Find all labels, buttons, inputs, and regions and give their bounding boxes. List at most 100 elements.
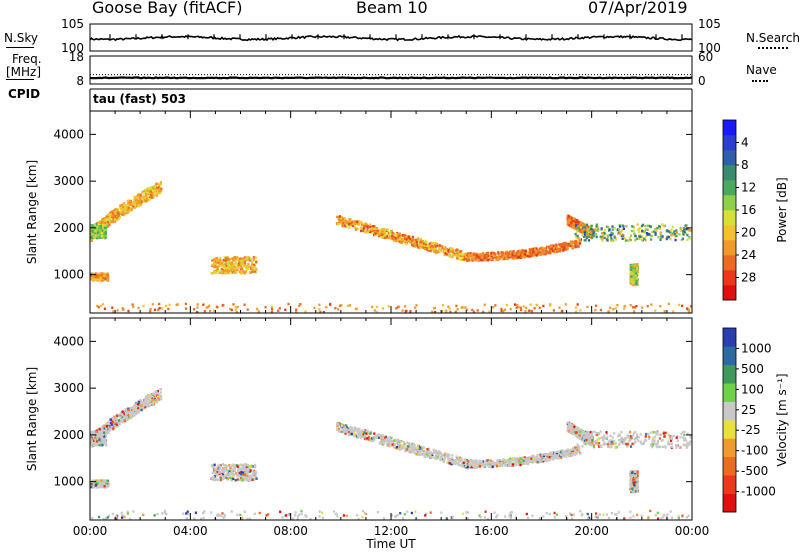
power-panel-point: [366, 228, 369, 231]
power-panel-point: [264, 306, 267, 309]
power-panel-point: [578, 240, 581, 243]
power-panel-point: [94, 229, 97, 232]
power-panel-point: [688, 237, 691, 240]
power-panel-point: [375, 231, 378, 234]
power-panel-point: [635, 263, 638, 266]
power-panel-point: [542, 248, 545, 251]
power-panel-point: [672, 233, 675, 237]
power-panel-point: [402, 234, 405, 237]
power-panel-point: [535, 304, 538, 307]
power-panel-point: [247, 256, 250, 259]
velocity-panel-point: [211, 477, 214, 480]
velocity-panel-point: [131, 406, 134, 409]
power-panel-point: [650, 238, 653, 241]
power-panel-point: [126, 208, 129, 212]
power-panel-point: [448, 252, 451, 256]
power-panel-point: [145, 193, 148, 196]
power-panel-point: [635, 267, 639, 270]
power-panel-point: [237, 259, 240, 262]
power-panel-point: [304, 310, 307, 313]
power-panel-point: [138, 201, 141, 205]
power-panel-point: [583, 225, 586, 229]
power-panel-point: [102, 227, 106, 231]
power-panel-point: [374, 229, 377, 233]
velocity-panel-point: [212, 478, 215, 482]
power-panel-point: [329, 303, 332, 306]
velocity-panel-point: [243, 473, 246, 476]
power-panel-point: [243, 256, 246, 259]
power-panel-point: [372, 231, 375, 234]
velocity-panel-point: [95, 431, 98, 435]
power-panel-point: [599, 308, 602, 312]
velocity-panel-point: [213, 463, 216, 466]
power-panel-point: [236, 262, 240, 265]
power-panel-point: [123, 212, 126, 215]
power-panel-point: [411, 239, 414, 242]
power-panel-point: [481, 256, 484, 260]
power-panel-point: [407, 236, 410, 239]
power-panel-point: [579, 230, 582, 233]
power-panel-point: [383, 227, 386, 231]
power-panel-point: [106, 278, 109, 281]
power-colorbar-segment: [723, 240, 736, 256]
power-panel-point: [595, 227, 598, 230]
power-panel-point: [449, 255, 452, 258]
power-panel-point: [100, 273, 103, 277]
power-panel-point: [575, 219, 578, 222]
power-panel-point: [106, 276, 109, 280]
power-panel-point: [136, 196, 139, 199]
power-panel-point: [587, 235, 590, 239]
power-panel-point: [585, 232, 588, 235]
power-panel-point: [109, 213, 112, 216]
power-panel-point: [237, 265, 240, 269]
power-panel-point: [671, 225, 674, 229]
power-panel-point: [683, 226, 686, 230]
velocity-panel-point: [91, 442, 94, 445]
power-panel-point: [622, 234, 625, 237]
power-panel-point: [377, 235, 381, 238]
velocity-panel-point: [229, 465, 233, 468]
power-panel-point: [569, 240, 572, 243]
power-panel-point: [233, 256, 236, 259]
power-panel-point: [142, 304, 145, 308]
power-panel-point: [648, 232, 651, 236]
power-panel-point: [623, 236, 626, 240]
power-panel-point: [91, 229, 94, 232]
power-panel-point: [131, 303, 134, 306]
power-panel-point: [143, 196, 146, 199]
velocity-panel-point: [243, 475, 246, 478]
velocity-panel-point: [112, 416, 115, 420]
power-panel-point: [601, 239, 604, 242]
velocity-panel-point: [454, 462, 457, 465]
power-panel-point: [240, 259, 243, 263]
velocity-panel-point: [218, 470, 221, 473]
velocity-panel-point: [105, 482, 108, 485]
velocity-panel-point: [107, 429, 110, 432]
velocity-panel-point: [155, 400, 159, 403]
power-panel-point: [387, 305, 390, 308]
power-panel-point: [633, 282, 636, 286]
power-panel-point: [562, 244, 565, 247]
power-panel-point: [252, 257, 255, 261]
power-panel-point: [549, 304, 552, 307]
velocity-panel-point: [151, 398, 154, 402]
velocity-panel-point: [132, 409, 135, 413]
power-panel-point: [633, 278, 636, 282]
power-panel-point: [412, 238, 415, 242]
velocity-panel-point: [245, 476, 248, 480]
power-panel-point: [115, 214, 118, 217]
power-panel-point: [431, 247, 434, 250]
power-panel-point: [423, 244, 426, 247]
power-panel-point: [96, 237, 99, 240]
power-panel-point: [277, 309, 280, 312]
power-panel-point: [690, 305, 693, 308]
velocity-panel-point: [108, 428, 111, 432]
power-panel-point: [438, 250, 441, 253]
power-panel-point: [673, 232, 676, 236]
power-panel-point: [108, 216, 111, 219]
power-panel-point: [351, 220, 354, 223]
velocity-panel-point: [98, 484, 101, 487]
power-panel-point: [224, 272, 227, 275]
power-panel-point: [601, 232, 604, 235]
power-panel-point: [570, 243, 573, 247]
